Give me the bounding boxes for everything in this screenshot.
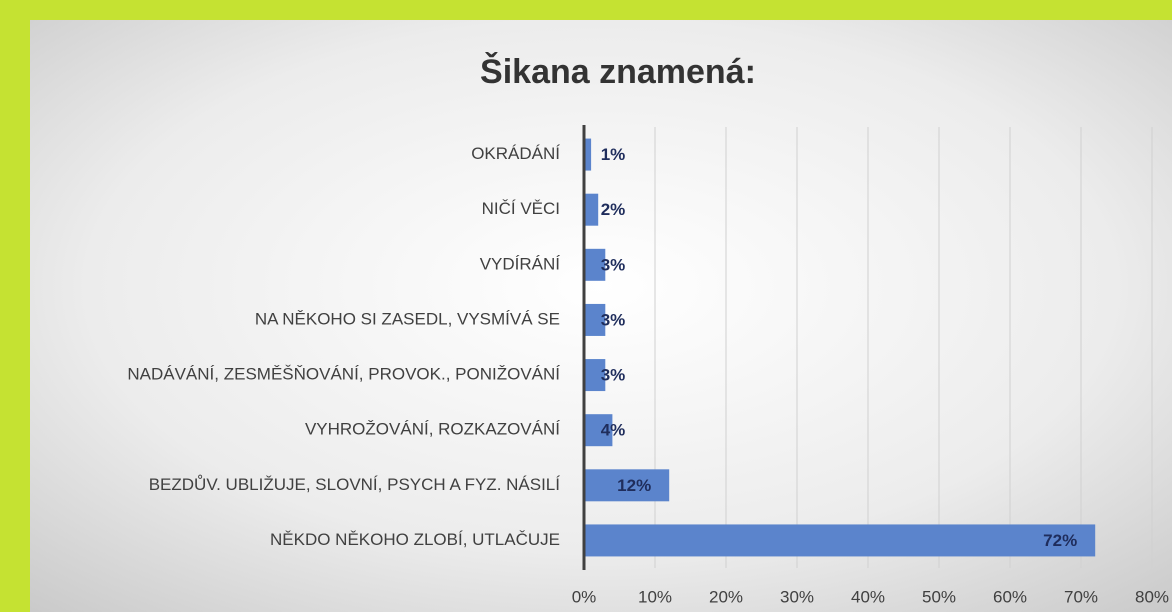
y-tick-label: NIČÍ VĚCI (482, 199, 560, 218)
bar (584, 138, 592, 171)
y-tick-label: VYHROŽOVÁNÍ, ROZKAZOVÁNÍ (305, 420, 560, 439)
x-tick-label: 70% (1064, 587, 1098, 606)
data-label: 12% (617, 476, 651, 495)
y-tick-label: OKRÁDÁNÍ (471, 144, 560, 163)
x-tick-label: 60% (993, 587, 1027, 606)
x-tick-label: 80% (1135, 587, 1169, 606)
bar (584, 248, 606, 281)
bar (584, 469, 670, 502)
x-tick-label: 30% (780, 587, 814, 606)
data-label: 2% (601, 200, 626, 219)
data-label: 3% (601, 366, 626, 385)
data-label: 4% (601, 421, 626, 440)
x-tick-label: 50% (922, 587, 956, 606)
x-tick-label: 10% (638, 587, 672, 606)
bar (584, 414, 613, 447)
bar (584, 303, 606, 336)
chart-title: Šikana znamená: (480, 52, 756, 91)
y-tick-label: NA NĚKOHO SI ZASEDL, VYSMÍVÁ SE (255, 309, 560, 328)
y-tick-label: NADÁVÁNÍ, ZESMĚŠŇOVÁNÍ, PROVOK., PONIŽOV… (127, 365, 560, 384)
bar (584, 359, 606, 392)
data-label: 72% (1043, 531, 1077, 550)
data-label: 3% (601, 310, 626, 329)
x-tick-label: 40% (851, 587, 885, 606)
y-tick-label: VYDÍRÁNÍ (480, 254, 561, 273)
y-tick-label: NĚKDO NĚKOHO ZLOBÍ, UTLAČUJE (270, 530, 560, 549)
data-label: 3% (601, 255, 626, 274)
x-tick-label: 20% (709, 587, 743, 606)
data-label: 1% (601, 145, 626, 164)
bar (584, 193, 599, 226)
x-tick-label: 0% (572, 587, 597, 606)
y-tick-label: BEZDŮV. UBLIŽUJE, SLOVNÍ, PSYCH A FYZ. N… (149, 475, 561, 494)
bar (584, 524, 1096, 557)
